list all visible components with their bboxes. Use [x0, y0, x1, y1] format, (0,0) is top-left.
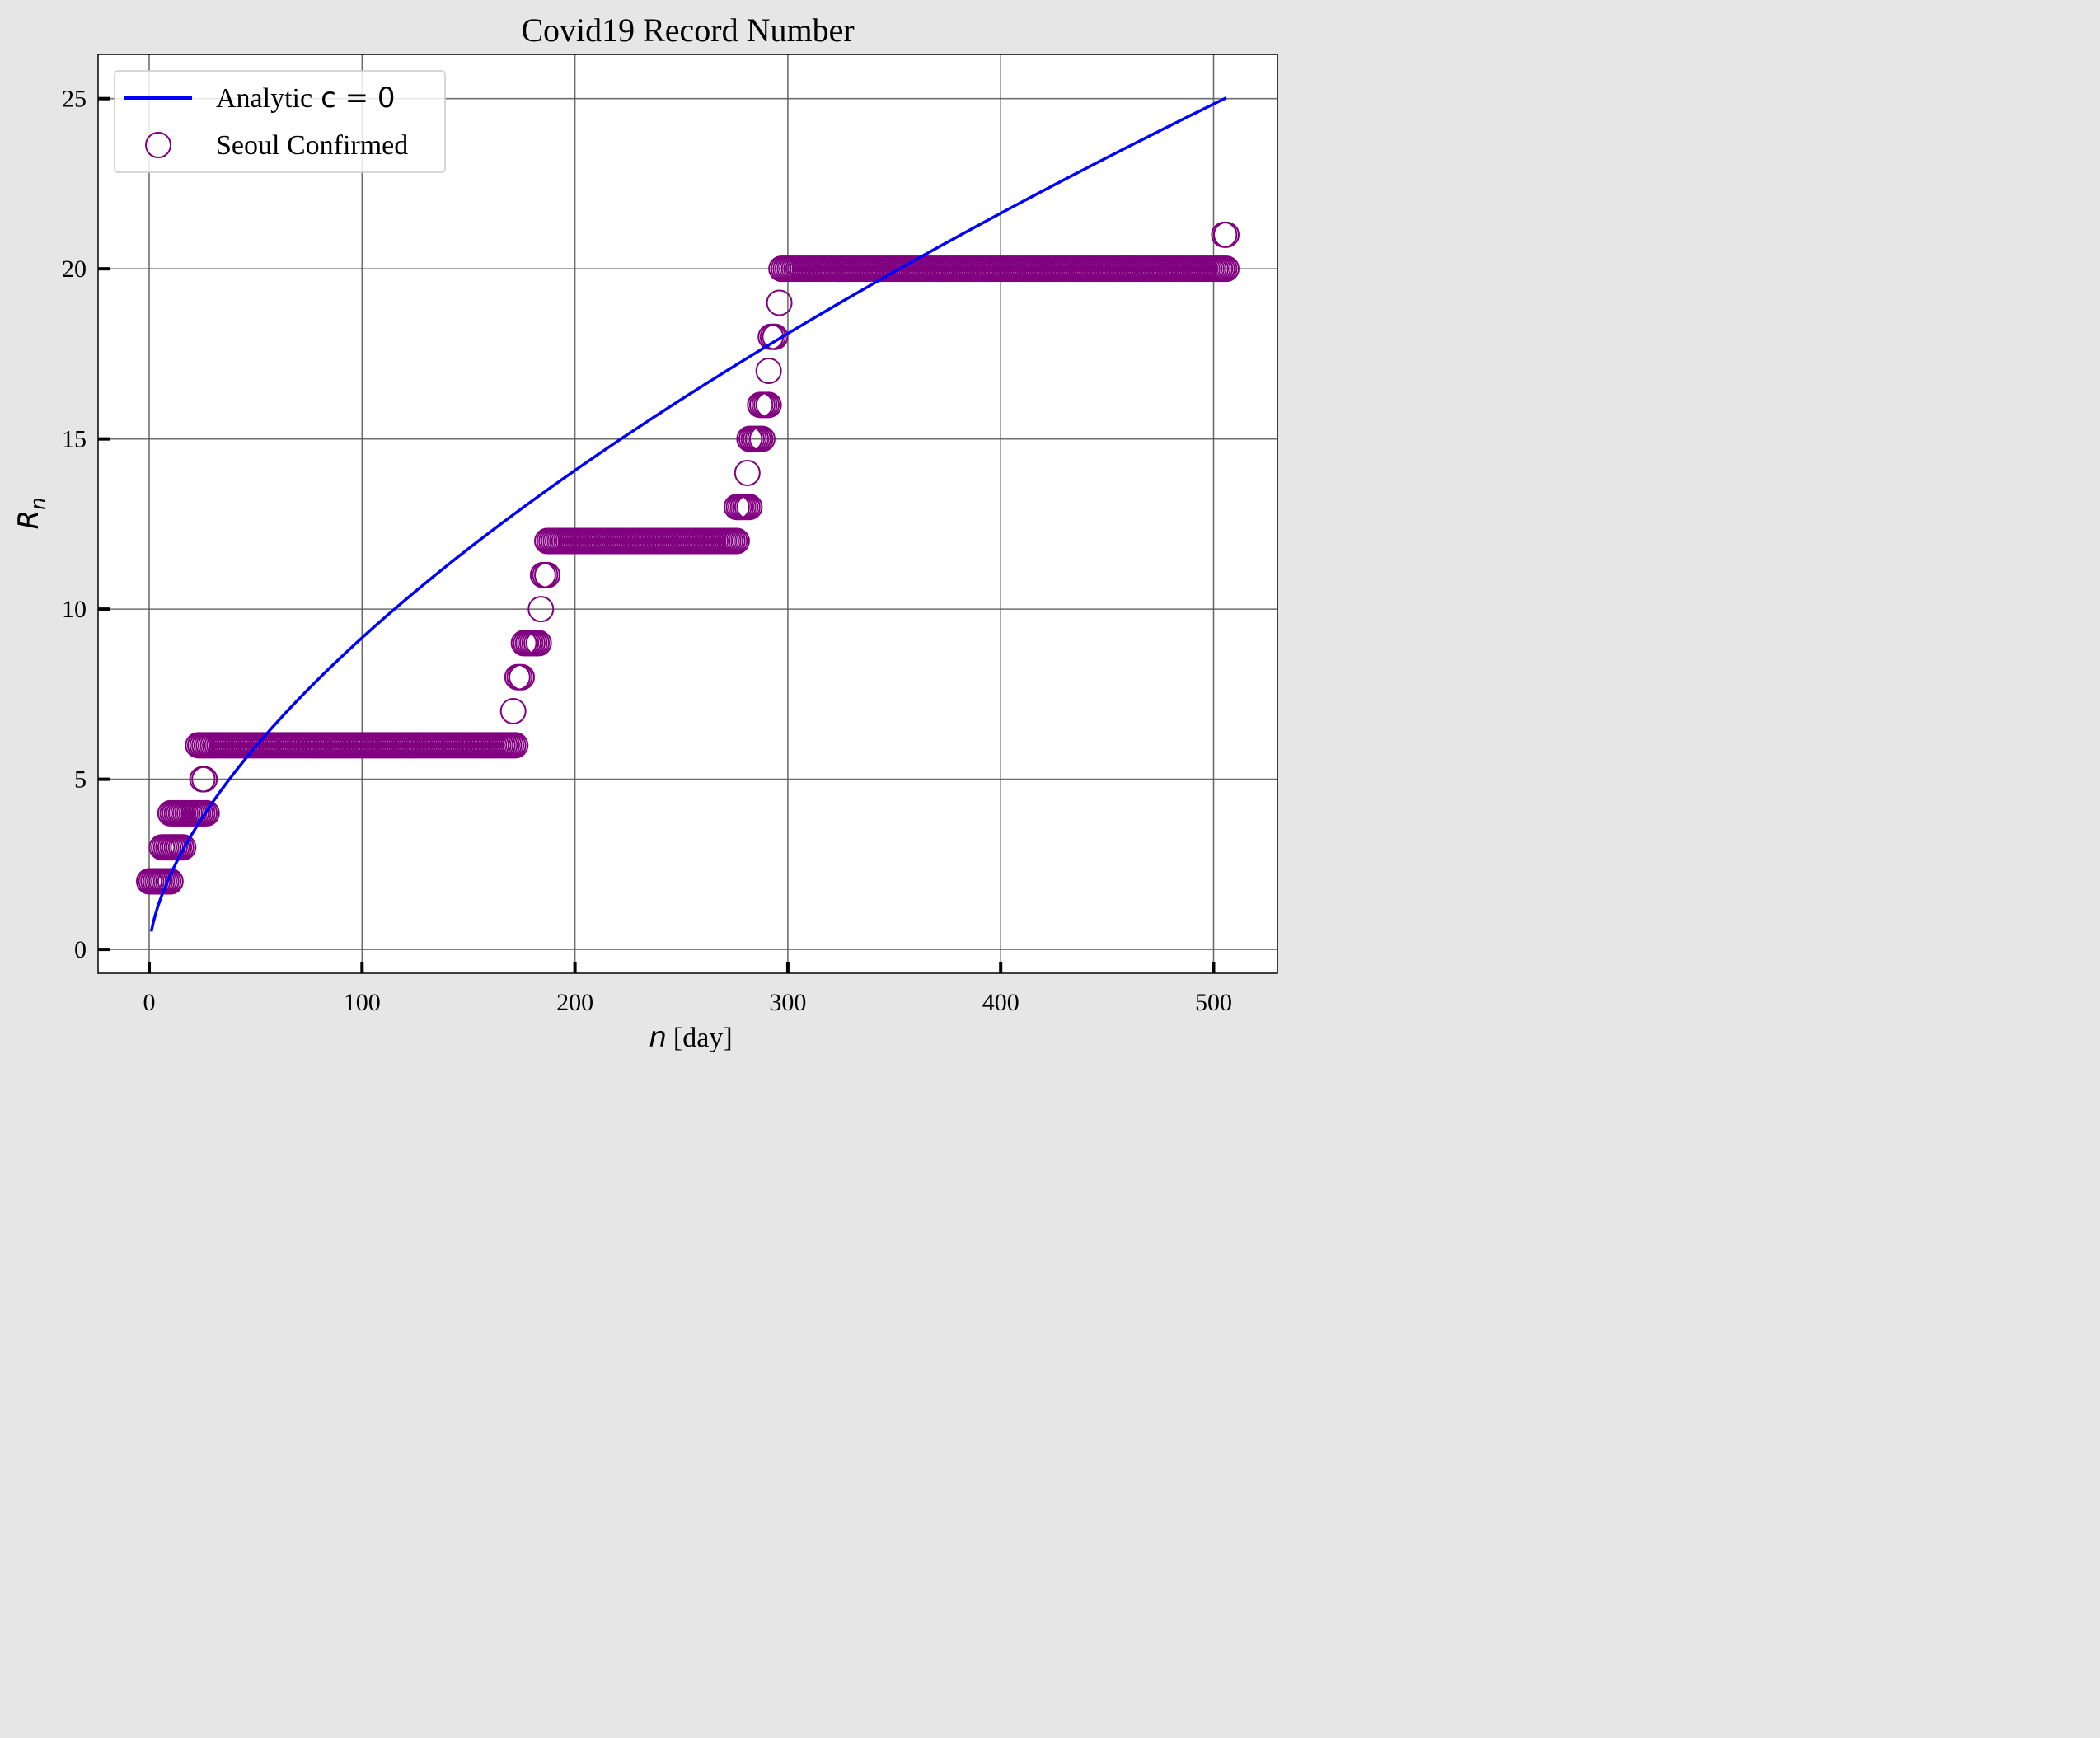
legend: Analytic c = 0 Seoul Confirmed — [114, 70, 446, 173]
plot-area — [98, 54, 1277, 973]
y-tick-label: 20 — [62, 255, 87, 283]
x-axis-label: n [day] — [649, 1021, 732, 1054]
y-tick-label: 10 — [62, 596, 87, 623]
data-point — [170, 834, 197, 861]
x-tick-label: 300 — [769, 989, 806, 1016]
data-point — [193, 799, 220, 827]
data-point — [734, 459, 761, 486]
data-point — [1213, 221, 1240, 248]
legend-marker-swatch — [145, 132, 171, 158]
scatter-series-seoul-confirmed — [135, 221, 1240, 895]
data-point — [502, 732, 529, 759]
data-point — [755, 358, 782, 385]
data-point — [509, 663, 536, 691]
data-point — [525, 630, 552, 657]
legend-entry-analytic: Analytic c = 0 — [216, 82, 396, 115]
line-series-analytic — [149, 96, 1227, 932]
x-tick-label: 0 — [143, 989, 155, 1016]
data-point — [736, 494, 763, 521]
y-tick-label: 25 — [62, 86, 87, 113]
y-tick-label: 5 — [74, 766, 87, 794]
data-point — [762, 323, 789, 350]
chart-title: Covid19 Record Number — [521, 12, 854, 49]
data-point — [723, 527, 750, 555]
data-point — [1213, 255, 1240, 283]
x-tick-label: 400 — [982, 989, 1020, 1016]
data-point — [527, 596, 555, 623]
x-tick-label: 100 — [344, 989, 381, 1016]
y-tick-label: 0 — [74, 936, 87, 963]
chart: 0 100 200 300 400 500 0 5 10 15 20 25 Covid19 Recor… — [12, 12, 1278, 1054]
data-point — [499, 698, 527, 725]
data-point — [534, 561, 561, 588]
data-point — [191, 766, 218, 793]
analytic-curve — [149, 96, 1227, 932]
x-tick-label: 500 — [1195, 989, 1232, 1016]
plot-frame — [97, 54, 1278, 974]
y-tick-label: 15 — [62, 426, 87, 453]
y-axis-label: Rn — [12, 498, 49, 530]
data-point — [157, 868, 184, 895]
legend-box — [114, 70, 446, 173]
data-point — [755, 391, 782, 419]
x-tick-label: 200 — [556, 989, 593, 1016]
axis-ticks: 0 100 200 300 400 500 0 5 10 15 20 25 — [62, 86, 1232, 1016]
legend-entry-seoul-confirmed: Seoul Confirmed — [216, 130, 408, 161]
data-point — [748, 425, 776, 452]
data-point — [766, 289, 793, 316]
